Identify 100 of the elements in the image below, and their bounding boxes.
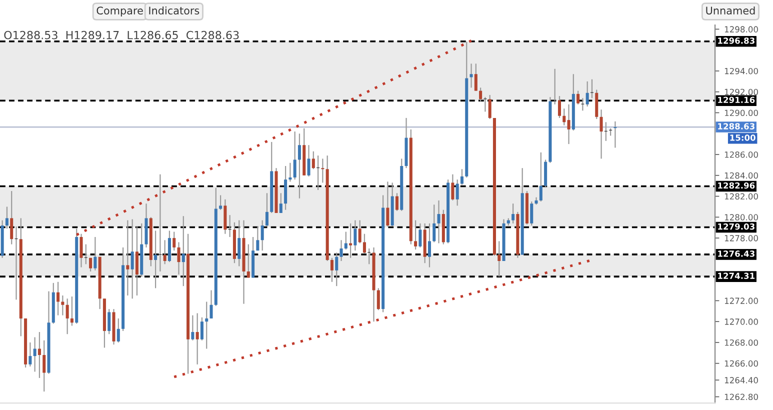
candlestick (126, 220, 130, 296)
candlestick (172, 231, 176, 252)
candlestick (456, 179, 459, 206)
candlestick (116, 318, 120, 344)
y-tick-label: 1282.00 (724, 193, 758, 200)
candlestick (581, 98, 584, 112)
candlestick (288, 162, 292, 182)
text: Unnamed (706, 6, 755, 14)
candlestick (298, 133, 301, 199)
candlestick (5, 206, 8, 230)
candlestick (512, 203, 515, 224)
candlestick (38, 331, 41, 379)
y-tick-label: 1298.00 (724, 26, 758, 32)
candlestick (562, 108, 566, 126)
y-tick-label: 1266.00 (724, 360, 758, 367)
y-tick-label: 1294.00 (724, 68, 758, 74)
y-tick-label: 1264.40 (724, 377, 758, 384)
candlestick (238, 220, 241, 267)
candlestick (362, 233, 366, 254)
candlestick (586, 80, 589, 108)
text: Indicators (149, 6, 200, 14)
candlestick (28, 342, 32, 368)
candlestick (154, 230, 158, 289)
candlestick (56, 281, 60, 316)
candlestick (94, 236, 97, 271)
candlestick (321, 158, 324, 184)
candlestick (498, 240, 501, 278)
candlestick (163, 240, 166, 265)
candlestick (451, 174, 454, 201)
y-tick-label: 1284.00 (724, 172, 758, 179)
ref-line-label: 1291.16 (718, 96, 755, 104)
candlestick (256, 226, 260, 252)
candlestick (130, 218, 134, 300)
candlestick (70, 296, 74, 326)
candlestick (488, 94, 492, 120)
candlestick (354, 220, 357, 252)
candlestick (279, 192, 282, 214)
candlestick (358, 220, 362, 244)
y-tick-label: 1278.00 (724, 235, 758, 242)
candlestick (33, 336, 36, 372)
candlestick (330, 257, 334, 282)
candlestick (246, 244, 250, 278)
candlestick (395, 192, 398, 212)
ref-line-label: 1274.31 (718, 272, 755, 279)
candlestick (200, 316, 204, 341)
ref-line-label: 1288.63 (718, 123, 754, 130)
candlestick (386, 181, 390, 228)
candlestick (344, 231, 348, 250)
candlestick (340, 240, 343, 262)
candlestick (530, 200, 534, 226)
candlestick (470, 63, 473, 88)
candlestick (432, 204, 436, 243)
candlestick (191, 314, 194, 341)
y-tick-label: 1272.00 (724, 298, 758, 304)
candlestick (349, 222, 352, 258)
y-tick-label: 1286.00 (724, 151, 758, 158)
y-tick-label: 1280.00 (724, 214, 758, 220)
candlestick (558, 95, 561, 119)
candlestick (567, 104, 570, 145)
ref-line-label: 1276.43 (718, 250, 754, 257)
ref-line-label: 1279.03 (718, 223, 754, 230)
candlestick (307, 144, 310, 177)
candlestick (312, 150, 315, 170)
candlestick (10, 190, 14, 245)
y-tick-label: 1262.80 (724, 394, 758, 400)
y-tick-label: 1270.00 (724, 318, 758, 325)
candlestick (135, 226, 138, 296)
y-tick-label: 1290.00 (724, 110, 758, 116)
candlestick (418, 222, 422, 248)
candlestick (80, 233, 83, 268)
candlestick (196, 312, 199, 365)
ref-line-label: 1296.83 (718, 38, 754, 44)
candlestick (205, 301, 208, 350)
candlestick (474, 63, 478, 92)
text: 15:00 (730, 134, 756, 141)
candlestick (89, 257, 92, 272)
candlestick (539, 152, 542, 202)
candlestick (437, 200, 440, 244)
y-tick-label: 1292.00 (724, 88, 758, 96)
candlestick (335, 252, 338, 287)
candlestick (66, 298, 69, 335)
candlestick (376, 288, 380, 311)
candlestick (168, 230, 171, 263)
candlestick (61, 294, 64, 316)
candlestick (479, 87, 482, 102)
candlestick (460, 168, 464, 186)
y-tick-label: 1268.00 (724, 339, 758, 346)
candlestick (182, 216, 185, 287)
candlestick (210, 290, 213, 319)
annotation: O1288.53 H1289.17 L1286.65 C1288.63 (4, 30, 239, 40)
candlestick (576, 90, 580, 105)
candlestick (177, 242, 180, 276)
candlestick (108, 308, 111, 335)
candlestick (260, 220, 264, 252)
ref-line-label: 1282.96 (718, 182, 755, 189)
candlestick (219, 194, 222, 210)
candlestick (600, 109, 603, 160)
candlestick (414, 220, 418, 250)
candlestick (265, 192, 268, 228)
candlestick (42, 340, 46, 392)
